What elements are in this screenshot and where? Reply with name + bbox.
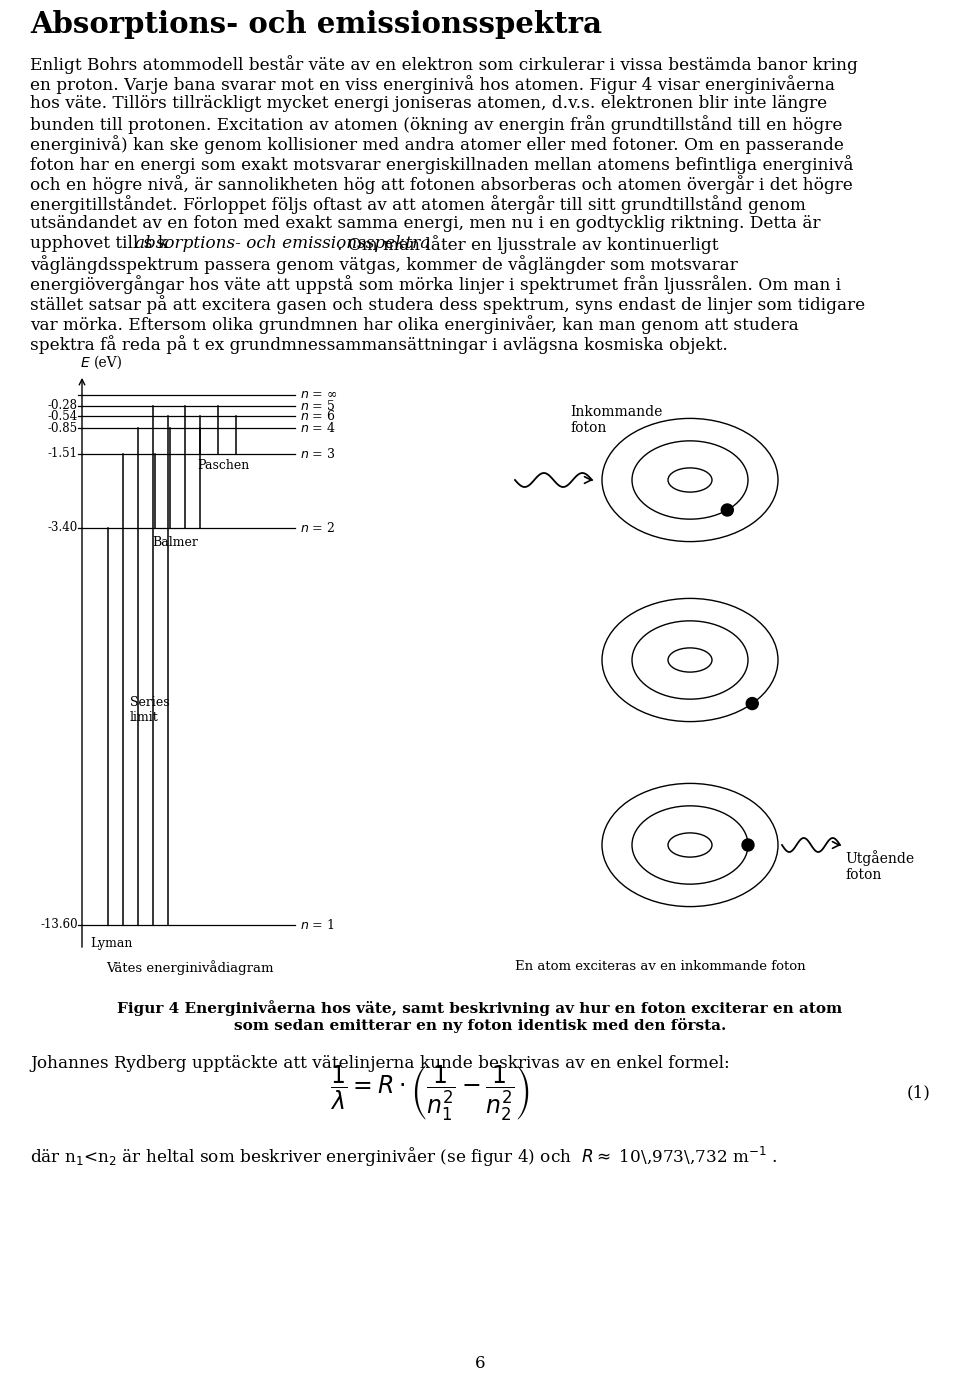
Text: Inkommande
foton: Inkommande foton xyxy=(570,404,662,435)
Text: -0.54: -0.54 xyxy=(48,410,78,422)
Text: $n$ = 5: $n$ = 5 xyxy=(300,399,335,413)
Text: $n$ = ∞: $n$ = ∞ xyxy=(300,389,337,402)
Text: Enligt Bohrs atommodell består väte av en elektron som cirkulerar i vissa bestäm: Enligt Bohrs atommodell består väte av e… xyxy=(30,55,858,75)
Text: Series
limit: Series limit xyxy=(130,697,170,724)
Text: (1): (1) xyxy=(906,1085,930,1101)
Text: och en högre nivå, är sannolikheten hög att fotonen absorberas och atomen övergå: och en högre nivå, är sannolikheten hög … xyxy=(30,175,852,195)
Text: hos väte. Tillörs tillräckligt mycket energi joniseras atomen, d.v.s. elektronen: hos väte. Tillörs tillräckligt mycket en… xyxy=(30,95,828,112)
Text: -3.40: -3.40 xyxy=(48,522,78,534)
Text: var mörka. Eftersom olika grundmnen har olika energinivåer, kan man genom att st: var mörka. Eftersom olika grundmnen har … xyxy=(30,315,799,334)
Text: . Om man låter en ljusstrale av kontinuerligt: . Om man låter en ljusstrale av kontinue… xyxy=(337,235,718,254)
Text: upphovet till s k: upphovet till s k xyxy=(30,235,174,253)
Text: en proton. Varje bana svarar mot en viss energinivå hos atomen. Figur 4 visar en: en proton. Varje bana svarar mot en viss… xyxy=(30,75,835,94)
Text: -13.60: -13.60 xyxy=(40,919,78,932)
Text: -0.28: -0.28 xyxy=(48,399,78,413)
Text: Figur 4 Energinivåerna hos väte, samt beskrivning av hur en foton exciterar en a: Figur 4 Energinivåerna hos väte, samt be… xyxy=(117,1000,843,1016)
Text: $E$: $E$ xyxy=(80,356,91,370)
Text: (eV): (eV) xyxy=(94,356,123,370)
Text: Absorptions- och emissionsspektra: Absorptions- och emissionsspektra xyxy=(30,10,602,39)
Text: foton har en energi som exakt motsvarar energiskillnaden mellan atomens befintli: foton har en energi som exakt motsvarar … xyxy=(30,155,853,174)
Text: $n$ = 3: $n$ = 3 xyxy=(300,447,335,461)
Text: som sedan emitterar en ny foton identisk med den första.: som sedan emitterar en ny foton identisk… xyxy=(234,1018,726,1034)
Text: $n$ = 4: $n$ = 4 xyxy=(300,421,336,435)
Text: En atom exciteras av en inkommande foton: En atom exciteras av en inkommande foton xyxy=(515,960,805,973)
Text: utsändandet av en foton med exakt samma energi, men nu i en godtycklig riktning.: utsändandet av en foton med exakt samma … xyxy=(30,215,821,232)
Text: $n$ = 2: $n$ = 2 xyxy=(300,520,335,534)
Text: energitillståndet. Förloppet följs oftast av att atomen återgår till sitt grundt: energitillståndet. Förloppet följs oftas… xyxy=(30,195,805,214)
Circle shape xyxy=(742,839,754,851)
Text: -1.51: -1.51 xyxy=(48,447,78,461)
Text: stället satsar på att excitera gasen och studera dess spektrum, syns endast de l: stället satsar på att excitera gasen och… xyxy=(30,295,865,313)
Text: Vätes energinivådiagram: Vätes energinivådiagram xyxy=(107,960,274,974)
Text: Paschen: Paschen xyxy=(197,458,250,472)
Text: -0.85: -0.85 xyxy=(48,422,78,435)
Text: Balmer: Balmer xyxy=(152,535,198,548)
Text: våglängdsspektrum passera genom vätgas, kommer de våglängder som motsvarar: våglängdsspektrum passera genom vätgas, … xyxy=(30,255,737,273)
Text: bunden till protonen. Excitation av atomen (ökning av energin från grundtillstån: bunden till protonen. Excitation av atom… xyxy=(30,115,842,134)
Circle shape xyxy=(721,504,733,516)
Text: absorptions- och emissionsspektra: absorptions- och emissionsspektra xyxy=(135,235,430,253)
Text: där n$_1$<n$_2$ är heltal som beskriver energinivåer (se figur 4) och  $R\approx: där n$_1$<n$_2$ är heltal som beskriver … xyxy=(30,1145,778,1169)
Text: $n$ = 6: $n$ = 6 xyxy=(300,408,336,424)
Text: energinivå) kan ske genom kollisioner med andra atomer eller med fotoner. Om en : energinivå) kan ske genom kollisioner me… xyxy=(30,135,844,155)
Text: energiövergångar hos väte att uppstå som mörka linjer i spektrumet från ljussrål: energiövergångar hos väte att uppstå som… xyxy=(30,275,841,294)
Circle shape xyxy=(746,697,758,709)
Text: Johannes Rydberg upptäckte att vätelinjerna kunde beskrivas av en enkel formel:: Johannes Rydberg upptäckte att vätelinje… xyxy=(30,1054,730,1072)
Text: Utgående
foton: Utgående foton xyxy=(845,850,914,882)
Text: Lyman: Lyman xyxy=(90,937,132,949)
Text: 6: 6 xyxy=(475,1355,485,1372)
Text: $n$ = 1: $n$ = 1 xyxy=(300,918,335,932)
Text: $\dfrac{1}{\lambda} = R \cdot \left(\dfrac{1}{n_1^2} - \dfrac{1}{n_2^2}\right)$: $\dfrac{1}{\lambda} = R \cdot \left(\dfr… xyxy=(330,1064,530,1122)
Text: spektra få reda på t ex grundmnessammansättningar i avlägsna kosmiska objekt.: spektra få reda på t ex grundmnessammans… xyxy=(30,335,728,353)
